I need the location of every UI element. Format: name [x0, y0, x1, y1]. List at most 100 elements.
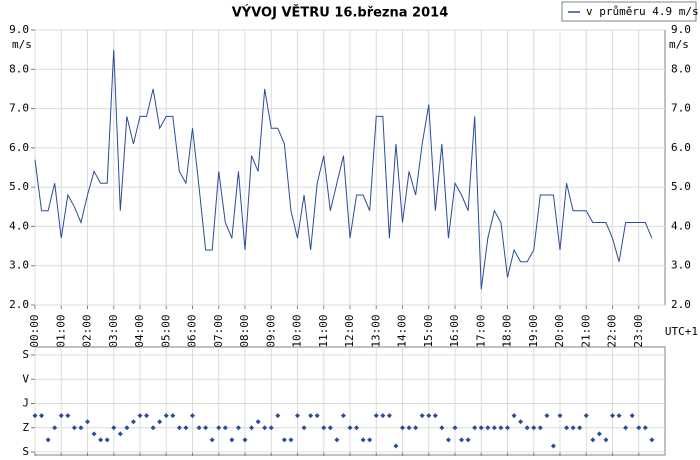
point	[439, 425, 445, 431]
point	[216, 425, 222, 431]
point	[85, 419, 90, 425]
x-tick-label: 19:00	[527, 314, 540, 347]
point	[518, 419, 524, 425]
point	[52, 425, 58, 431]
point	[249, 425, 255, 431]
point	[505, 425, 510, 431]
point	[262, 425, 268, 431]
x-tick-label: 05:00	[159, 314, 172, 347]
point	[39, 413, 45, 419]
point	[137, 413, 143, 419]
point	[196, 425, 202, 431]
y-axis-label-right: m/s	[669, 38, 689, 51]
y-tick-label-right: 4.0	[671, 219, 691, 232]
point	[478, 425, 484, 431]
point	[288, 437, 294, 443]
x-tick-label: 02:00	[81, 314, 94, 347]
x-tick-label: 06:00	[186, 314, 199, 347]
y-tick-label: 6.0	[9, 141, 29, 154]
point	[334, 437, 340, 443]
point	[413, 425, 419, 431]
point	[550, 443, 556, 449]
point	[255, 419, 261, 425]
point	[354, 425, 360, 431]
x-tick-label: 13:00	[369, 314, 382, 347]
point	[314, 413, 320, 419]
point	[537, 425, 543, 431]
line	[34, 49, 653, 290]
point	[406, 425, 412, 431]
x-tick-label: 12:00	[343, 314, 356, 347]
point	[570, 425, 576, 431]
point	[636, 425, 642, 431]
x-tick-label: 09:00	[264, 314, 277, 347]
x-tick-label: 07:00	[212, 314, 225, 347]
x-tick-label: 04:00	[133, 314, 146, 347]
point	[281, 437, 287, 443]
point	[649, 437, 655, 443]
point	[373, 413, 379, 419]
point	[157, 419, 163, 425]
point	[203, 425, 209, 431]
point	[144, 413, 150, 419]
x-tick-label: 23:00	[632, 314, 645, 347]
legend-label: v průměru 4.9 m/s	[586, 5, 699, 18]
x-axis-label: UTC+1	[665, 325, 698, 338]
point	[393, 443, 399, 449]
chart-title: VÝVOJ VĚTRU 16.března 2014	[232, 5, 449, 21]
point	[642, 425, 648, 431]
point	[117, 431, 123, 437]
point	[419, 413, 425, 419]
y-tick-label: 3.0	[9, 259, 29, 272]
point	[360, 437, 366, 443]
point	[524, 425, 530, 431]
point	[459, 437, 465, 443]
y-tick-label-right: 6.0	[671, 141, 691, 154]
y-tick-label: 9.0	[9, 23, 29, 36]
point	[124, 425, 130, 431]
x-tick-label: 15:00	[422, 314, 435, 347]
y-tick-label-right: 7.0	[671, 102, 691, 115]
point	[222, 425, 228, 431]
y-tick-label: 5.0	[9, 180, 29, 193]
point	[485, 425, 491, 431]
x-tick-label: 11:00	[317, 314, 330, 347]
point	[445, 437, 451, 443]
point	[472, 425, 478, 431]
point	[71, 425, 77, 431]
legend-box	[561, 1, 697, 22]
point	[491, 425, 497, 431]
point	[531, 425, 537, 431]
y-tick-label: Z	[22, 421, 29, 434]
y-tick-label: S	[22, 348, 29, 361]
point	[340, 413, 346, 419]
y-tick-label: 7.0	[9, 102, 29, 115]
point	[321, 425, 327, 431]
point	[130, 419, 136, 425]
point	[577, 425, 583, 431]
point	[163, 413, 169, 419]
point	[386, 413, 392, 419]
y-tick-label: 8.0	[9, 62, 29, 75]
point	[209, 437, 215, 443]
y-tick-label: V	[22, 372, 29, 385]
point	[367, 437, 373, 443]
point	[610, 413, 615, 419]
point	[242, 437, 248, 443]
y-axis-label: m/s	[12, 38, 32, 51]
point	[623, 425, 629, 431]
point	[111, 425, 117, 431]
point	[400, 425, 405, 431]
y-tick-label-right: 5.0	[671, 180, 691, 193]
y-tick-label-right: 3.0	[671, 259, 691, 272]
point	[511, 413, 517, 419]
x-tick-label: 18:00	[501, 314, 514, 347]
point	[380, 413, 386, 419]
point	[275, 413, 281, 419]
point	[308, 413, 314, 419]
point	[564, 425, 570, 431]
point	[190, 413, 195, 419]
point	[183, 425, 189, 431]
x-tick-label: 00:00	[28, 314, 41, 347]
